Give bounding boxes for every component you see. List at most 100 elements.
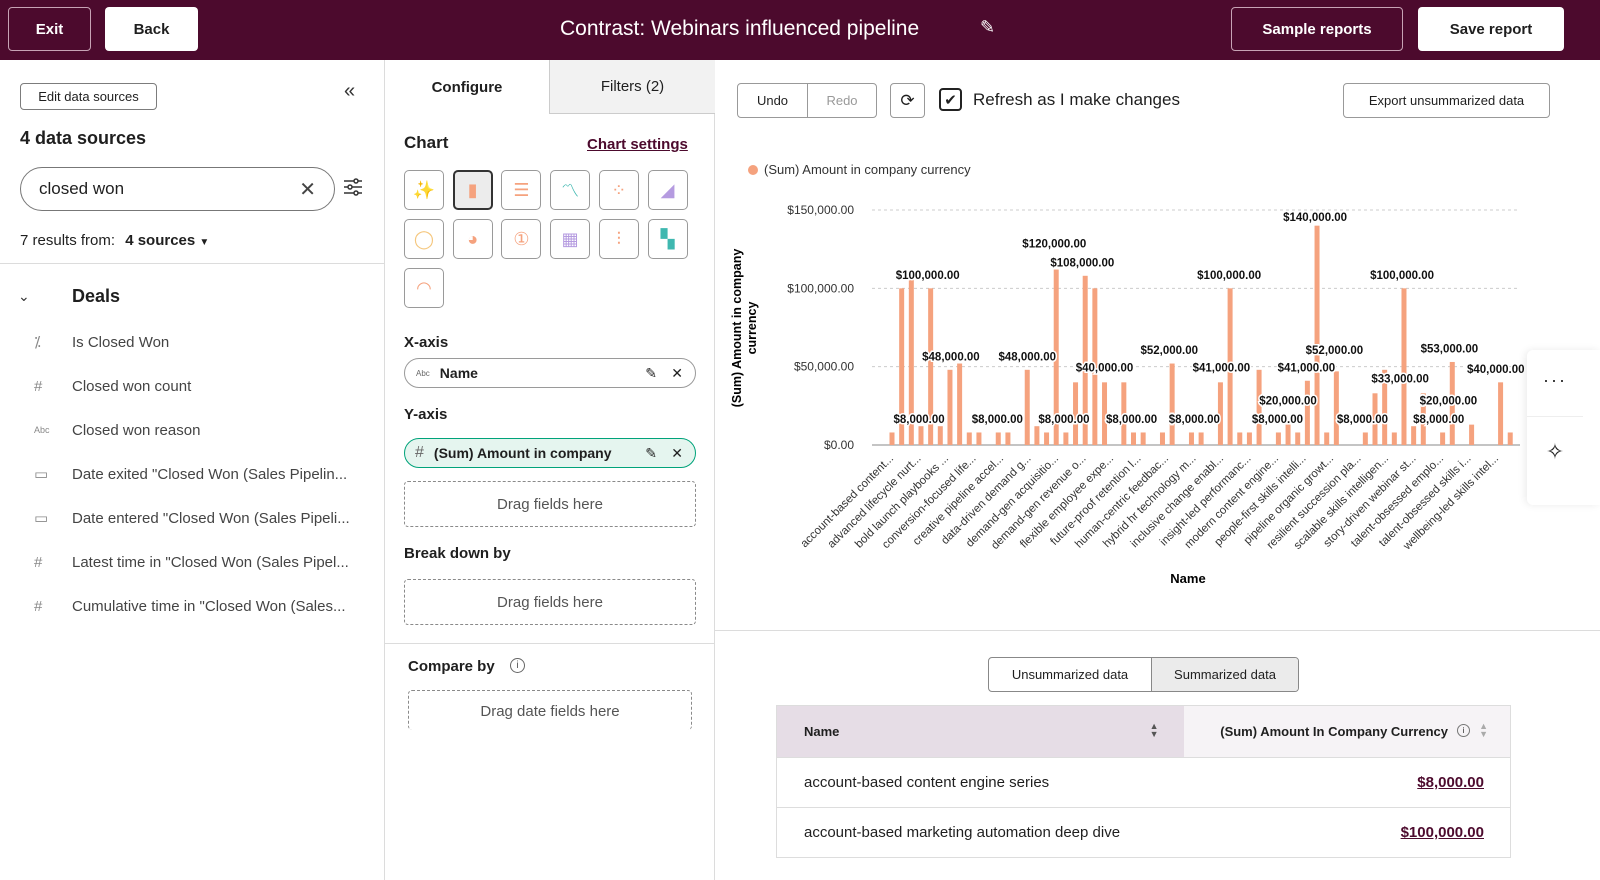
gauge-chart-icon[interactable]: ◠ bbox=[404, 268, 444, 308]
edit-data-sources-button[interactable]: Edit data sources bbox=[20, 83, 157, 110]
bar bbox=[1314, 225, 1320, 445]
x-axis-heading: X-axis bbox=[404, 334, 449, 351]
divider bbox=[0, 263, 384, 264]
data-label: $8,000.00 bbox=[1413, 414, 1464, 426]
caret-down-icon[interactable]: ▼ bbox=[199, 237, 210, 248]
bar bbox=[1053, 269, 1059, 445]
y-axis-field-name: (Sum) Amount in company bbox=[433, 445, 612, 461]
edit-pencil-icon[interactable]: ✎ bbox=[645, 444, 657, 461]
bar bbox=[1237, 432, 1243, 445]
pie-chart-icon[interactable]: ◕ bbox=[452, 219, 493, 259]
data-label: $20,000.00 bbox=[1259, 395, 1317, 407]
bar bbox=[1372, 393, 1378, 445]
text-type-icon: Abc bbox=[416, 368, 430, 378]
sample-reports-button[interactable]: Sample reports bbox=[1231, 7, 1403, 51]
configure-panel: Configure Filters (2) Chart Chart settin… bbox=[385, 60, 715, 880]
kpi-chart-icon[interactable]: ① bbox=[501, 219, 542, 259]
info-icon[interactable]: i bbox=[510, 658, 525, 673]
exit-button[interactable]: Exit bbox=[8, 7, 91, 51]
bar bbox=[1073, 382, 1079, 445]
data-label: $53,000.00 bbox=[1421, 344, 1479, 356]
data-label: $108,000.00 bbox=[1050, 257, 1114, 269]
field-item[interactable]: ⁒ Is Closed Won bbox=[20, 320, 375, 364]
tab-configure[interactable]: Configure bbox=[431, 78, 503, 96]
search-input[interactable]: closed won ✕ bbox=[20, 167, 335, 211]
undo-button[interactable]: Undo bbox=[738, 84, 808, 117]
x-axis-field-pill[interactable]: Abc Name ✎ ✕ bbox=[404, 358, 696, 388]
data-label: $8,000.00 bbox=[1038, 414, 1089, 426]
calendar-icon: ▭ bbox=[34, 510, 49, 527]
field-item[interactable]: # Closed won count bbox=[20, 364, 375, 408]
deals-group-toggle[interactable]: ⌄ Deals bbox=[18, 286, 120, 307]
more-options-icon[interactable]: ··· bbox=[1543, 370, 1567, 390]
bar bbox=[1469, 424, 1475, 445]
calendar-icon: ▭ bbox=[34, 466, 49, 483]
summary-table: Name ▲ ▼ (Sum) Amount In Company Currency i… bbox=[776, 705, 1511, 858]
bar bbox=[966, 432, 972, 445]
tab-filters[interactable]: Filters (2) bbox=[549, 60, 715, 114]
y-axis-title: (Sum) Amount in companycurrency bbox=[730, 249, 759, 408]
field-item[interactable]: ▭ Date entered "Closed Won (Sales Pipeli.… bbox=[20, 496, 375, 540]
bar bbox=[1044, 432, 1050, 445]
bar bbox=[1198, 432, 1204, 445]
breakdown-drop-zone[interactable]: Drag fields here bbox=[404, 579, 696, 625]
sort-icon[interactable]: ▲ ▼ bbox=[1149, 721, 1159, 739]
horizontal-bar-chart-icon[interactable]: ☰ bbox=[501, 170, 542, 210]
field-item[interactable]: ▭ Date exited "Closed Won (Sales Pipelin.… bbox=[20, 452, 375, 496]
bar bbox=[1063, 432, 1069, 445]
sources-dropdown[interactable]: 4 sources bbox=[125, 232, 196, 249]
filter-sliders-icon[interactable] bbox=[343, 177, 363, 200]
table-row: account-based content engine series $8,00… bbox=[776, 757, 1511, 808]
edit-title-pencil-icon[interactable]: ✎ bbox=[980, 17, 996, 37]
vertical-bar-chart-icon[interactable]: ▮ bbox=[452, 170, 493, 210]
magic-wand-chart-icon[interactable]: ✨ bbox=[404, 170, 444, 210]
field-item[interactable]: # Latest time in "Closed Won (Sales Pipel… bbox=[20, 540, 375, 584]
refresh-icon[interactable]: ⟳ bbox=[890, 83, 925, 118]
compare-by-heading: Compare by bbox=[408, 658, 495, 675]
data-label: $41,000.00 bbox=[1193, 362, 1251, 374]
bar bbox=[1295, 432, 1301, 445]
amount-link[interactable]: $8,000.00 bbox=[1417, 774, 1484, 791]
field-item[interactable]: # Cumulative time in "Closed Won (Sales..… bbox=[20, 584, 375, 628]
compare-drop-zone[interactable]: Drag date fields here bbox=[408, 690, 692, 730]
bar bbox=[1498, 382, 1504, 445]
summarized-data-tab[interactable]: Summarized data bbox=[1152, 658, 1298, 691]
redo-button[interactable]: Redo bbox=[826, 93, 858, 108]
table-chart-icon[interactable]: ▚ bbox=[647, 219, 688, 259]
info-icon[interactable]: i bbox=[1457, 724, 1470, 737]
pivot-table-chart-icon[interactable]: ▦ bbox=[550, 219, 591, 259]
field-item[interactable]: Abc Closed won reason bbox=[20, 408, 375, 452]
save-report-button[interactable]: Save report bbox=[1418, 7, 1564, 51]
sort-icon[interactable]: ▲ ▼ bbox=[1479, 721, 1488, 739]
y-axis-drop-zone[interactable]: Drag fields here bbox=[404, 481, 696, 527]
amount-link[interactable]: $100,000.00 bbox=[1400, 824, 1484, 841]
search-value: closed won bbox=[39, 179, 125, 198]
bar bbox=[1131, 432, 1136, 445]
donut-chart-icon[interactable]: ◯ bbox=[404, 219, 444, 259]
chart-settings-link[interactable]: Chart settings bbox=[587, 136, 688, 153]
collapse-double-chevron-icon[interactable]: « bbox=[344, 80, 356, 102]
y-axis-heading: Y-axis bbox=[404, 406, 448, 423]
scatter-chart-icon[interactable]: ⁘ bbox=[598, 170, 639, 210]
edit-pencil-icon[interactable]: ✎ bbox=[645, 364, 657, 381]
combo-chart-icon[interactable]: ⫶ bbox=[598, 219, 639, 259]
clear-search-icon[interactable]: ✕ bbox=[299, 179, 316, 201]
export-unsummarized-button[interactable]: Export unsummarized data bbox=[1343, 83, 1550, 118]
column-header-name[interactable]: Name ▲ ▼ bbox=[776, 705, 1184, 758]
ai-sparkle-icon[interactable]: ✧ bbox=[1545, 439, 1565, 464]
unsummarized-data-tab[interactable]: Unsummarized data bbox=[989, 658, 1152, 691]
number-type-icon: # bbox=[415, 444, 424, 461]
area-chart-icon[interactable]: ◢ bbox=[647, 170, 688, 210]
legend-label: (Sum) Amount in company currency bbox=[764, 162, 971, 177]
number-icon: # bbox=[34, 597, 43, 615]
line-chart-icon[interactable]: 〽 bbox=[550, 170, 591, 210]
bar bbox=[1159, 432, 1165, 445]
remove-x-icon[interactable]: ✕ bbox=[671, 444, 683, 461]
y-axis-field-pill[interactable]: # (Sum) Amount in company ✎ ✕ bbox=[404, 438, 696, 468]
back-button[interactable]: Back bbox=[105, 7, 198, 51]
column-header-amount[interactable]: (Sum) Amount In Company Currency i ▲ ▼ bbox=[1183, 705, 1511, 758]
remove-x-icon[interactable]: ✕ bbox=[671, 364, 683, 381]
y-tick-label: $100,000.00 bbox=[787, 281, 854, 295]
bar bbox=[1227, 288, 1233, 445]
refresh-checkbox[interactable]: ✔ bbox=[939, 88, 962, 111]
